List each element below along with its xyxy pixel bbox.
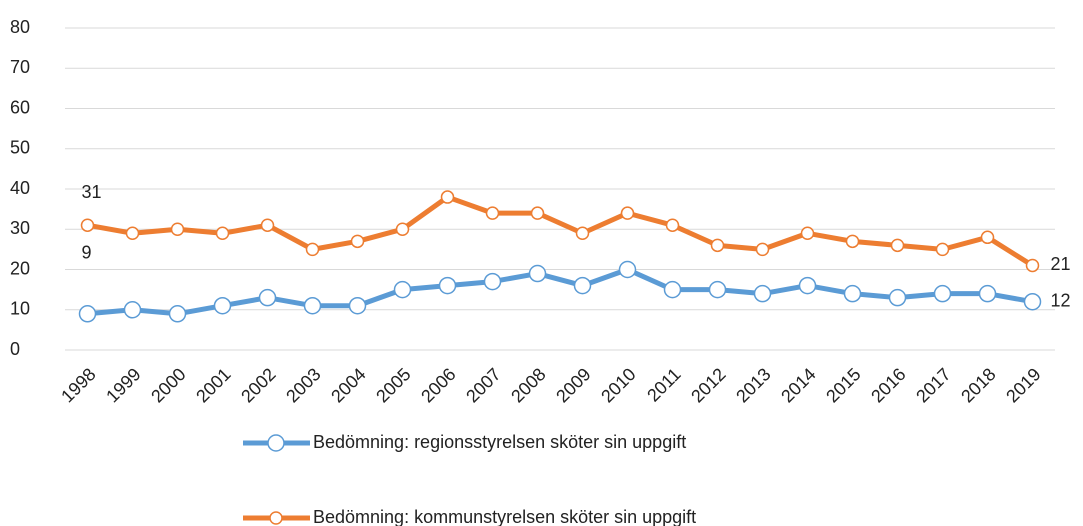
point bbox=[888, 288, 907, 307]
point bbox=[78, 305, 97, 323]
x-tick-label: 2014 bbox=[777, 364, 819, 406]
point bbox=[80, 218, 95, 232]
point bbox=[575, 226, 590, 241]
x-tick-label: 2008 bbox=[507, 364, 549, 406]
point bbox=[215, 226, 230, 241]
point bbox=[438, 276, 457, 295]
x-tick-label: 2009 bbox=[552, 364, 594, 406]
point bbox=[755, 242, 770, 257]
point bbox=[845, 234, 860, 249]
legend-marker bbox=[269, 511, 283, 525]
y-tick-label: 40 bbox=[10, 178, 30, 198]
y-tick-label: 20 bbox=[10, 258, 30, 278]
legend-marker bbox=[267, 434, 285, 452]
data-label: 9 bbox=[82, 243, 92, 263]
point bbox=[663, 280, 682, 299]
y-tick-label: 80 bbox=[10, 17, 30, 37]
legend-label: Bedömning: regionsstyrelsen sköter sin u… bbox=[313, 432, 686, 452]
data-label: 21 bbox=[1051, 254, 1071, 274]
point bbox=[305, 242, 320, 257]
x-tick-label: 2000 bbox=[147, 364, 189, 406]
point bbox=[710, 238, 725, 253]
x-tick-label: 2010 bbox=[597, 364, 639, 406]
point bbox=[618, 260, 637, 279]
x-tick-label: 2007 bbox=[462, 364, 504, 406]
x-tick-label: 2019 bbox=[1002, 364, 1044, 406]
point bbox=[350, 234, 365, 249]
y-tick-label: 30 bbox=[10, 218, 30, 238]
point bbox=[843, 284, 862, 303]
point bbox=[978, 284, 997, 303]
point bbox=[485, 206, 500, 220]
data-label: 12 bbox=[1051, 290, 1071, 310]
point bbox=[393, 280, 412, 299]
x-tick-label: 2004 bbox=[327, 364, 369, 406]
point bbox=[620, 206, 635, 220]
y-tick-label: 0 bbox=[10, 339, 20, 359]
x-tick-label: 2003 bbox=[282, 364, 324, 406]
x-tick-label: 2017 bbox=[912, 364, 954, 406]
point bbox=[1025, 258, 1040, 273]
point bbox=[213, 296, 232, 315]
point bbox=[440, 190, 455, 204]
point bbox=[260, 218, 275, 232]
x-tick-label: 2013 bbox=[732, 364, 774, 406]
point bbox=[395, 222, 410, 236]
point bbox=[798, 276, 817, 295]
series-line bbox=[87, 267, 1033, 317]
x-tick-label: 2011 bbox=[643, 364, 685, 406]
point bbox=[890, 238, 905, 253]
legend-label: Bedömning: kommunstyrelsen sköter sin up… bbox=[313, 507, 696, 526]
point bbox=[933, 284, 952, 303]
point bbox=[935, 242, 950, 257]
x-tick-label: 2016 bbox=[867, 364, 909, 406]
point bbox=[800, 226, 815, 241]
y-tick-label: 50 bbox=[10, 138, 30, 158]
point bbox=[483, 272, 502, 291]
point bbox=[303, 296, 322, 315]
x-tick-label: 2015 bbox=[822, 364, 864, 406]
point bbox=[1023, 292, 1042, 311]
x-tick-label: 2001 bbox=[192, 364, 234, 406]
point bbox=[123, 301, 142, 319]
x-tick-label: 1998 bbox=[57, 364, 99, 406]
x-tick-label: 2006 bbox=[417, 364, 459, 406]
x-tick-label: 2012 bbox=[687, 364, 729, 406]
point bbox=[573, 276, 592, 295]
point bbox=[258, 288, 277, 307]
point bbox=[168, 305, 187, 323]
point bbox=[708, 280, 727, 299]
point bbox=[348, 296, 367, 315]
x-tick-label: 1999 bbox=[102, 364, 144, 406]
point bbox=[530, 206, 545, 220]
x-tick-label: 2005 bbox=[372, 364, 414, 406]
y-tick-label: 70 bbox=[10, 57, 30, 77]
point bbox=[980, 230, 995, 245]
point bbox=[125, 226, 140, 241]
point bbox=[528, 264, 547, 283]
point bbox=[753, 284, 772, 303]
data-label: 31 bbox=[82, 182, 102, 202]
point bbox=[170, 222, 185, 236]
x-tick-label: 2002 bbox=[237, 364, 279, 406]
y-tick-label: 60 bbox=[10, 97, 30, 117]
series-line bbox=[87, 194, 1034, 268]
point bbox=[665, 218, 680, 232]
y-tick-label: 10 bbox=[10, 299, 30, 319]
x-tick-label: 2018 bbox=[957, 364, 999, 406]
